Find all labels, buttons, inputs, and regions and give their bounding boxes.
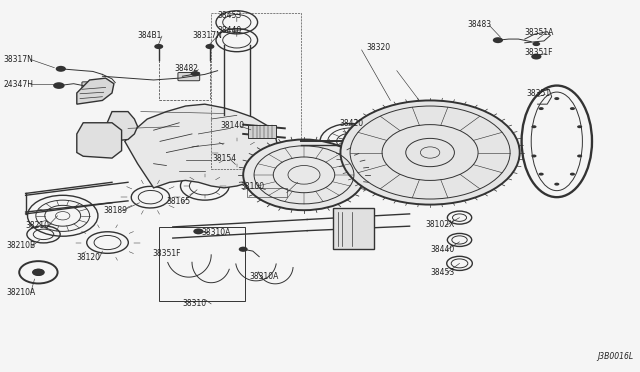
Circle shape — [577, 154, 582, 157]
Text: 38440: 38440 — [431, 245, 455, 254]
Text: 38140: 38140 — [221, 121, 245, 130]
Text: 38351F: 38351F — [152, 249, 181, 258]
Text: 24347H: 24347H — [3, 80, 33, 89]
Circle shape — [239, 247, 248, 252]
Polygon shape — [106, 112, 138, 141]
Bar — [333, 208, 374, 249]
Text: J3B0016L: J3B0016L — [598, 352, 634, 361]
Circle shape — [493, 37, 503, 43]
Circle shape — [205, 44, 214, 49]
Circle shape — [539, 107, 544, 110]
Circle shape — [570, 107, 575, 110]
Text: 38483: 38483 — [467, 20, 492, 29]
FancyBboxPatch shape — [82, 82, 99, 90]
Circle shape — [154, 44, 163, 49]
Text: 38351A: 38351A — [525, 28, 554, 37]
Text: 38102X: 38102X — [426, 220, 455, 229]
Text: 38453: 38453 — [431, 268, 455, 277]
Polygon shape — [77, 78, 114, 104]
Bar — [159, 227, 245, 301]
Text: 38210: 38210 — [26, 221, 50, 230]
Text: 38317N: 38317N — [192, 31, 222, 40]
Text: 38310: 38310 — [182, 299, 207, 308]
Text: 38310A: 38310A — [250, 272, 279, 280]
Text: 38351: 38351 — [527, 89, 551, 98]
Text: 38453: 38453 — [218, 11, 242, 20]
Text: 38165: 38165 — [166, 197, 191, 206]
Circle shape — [243, 140, 365, 210]
Text: 38420: 38420 — [339, 119, 364, 128]
Text: 38440: 38440 — [218, 26, 242, 35]
Circle shape — [570, 173, 575, 176]
Text: 38310A: 38310A — [202, 228, 231, 237]
Circle shape — [554, 183, 559, 186]
Text: 38100: 38100 — [240, 182, 264, 191]
Circle shape — [554, 97, 559, 100]
Polygon shape — [125, 104, 278, 188]
Circle shape — [340, 100, 520, 205]
Bar — [247, 188, 287, 197]
Circle shape — [193, 228, 204, 234]
Circle shape — [531, 154, 536, 157]
Circle shape — [56, 66, 66, 72]
Text: 384B1: 384B1 — [138, 31, 162, 40]
Circle shape — [531, 54, 541, 60]
Text: 38154: 38154 — [212, 154, 237, 163]
Text: 38317N: 38317N — [3, 55, 33, 64]
Circle shape — [531, 125, 536, 128]
Text: 38351F: 38351F — [525, 48, 554, 57]
Circle shape — [532, 42, 540, 46]
Circle shape — [32, 269, 45, 276]
Polygon shape — [77, 123, 122, 158]
Bar — [248, 125, 276, 138]
Text: 38320: 38320 — [366, 43, 390, 52]
Circle shape — [191, 71, 200, 76]
Text: 38120: 38120 — [77, 253, 101, 262]
Circle shape — [53, 82, 65, 89]
Text: 38482: 38482 — [174, 64, 198, 73]
Text: 38210A: 38210A — [6, 288, 36, 296]
Text: 38210B: 38210B — [6, 241, 36, 250]
Circle shape — [539, 173, 544, 176]
FancyBboxPatch shape — [178, 73, 200, 81]
Bar — [211, 13, 301, 169]
Text: 38189: 38189 — [104, 206, 128, 215]
Circle shape — [577, 125, 582, 128]
